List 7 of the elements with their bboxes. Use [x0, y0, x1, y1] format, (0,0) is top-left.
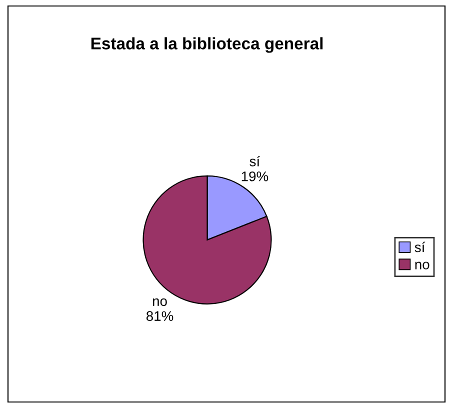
data-label: 81% [146, 311, 174, 321]
slice-label: sí [250, 156, 260, 166]
legend-label: sí [414, 242, 426, 252]
chart-title: Estada a la biblioteca general [91, 37, 323, 53]
slice-label: no [152, 298, 167, 306]
data-label: 19% [242, 171, 268, 182]
legend-label: no [415, 262, 430, 270]
